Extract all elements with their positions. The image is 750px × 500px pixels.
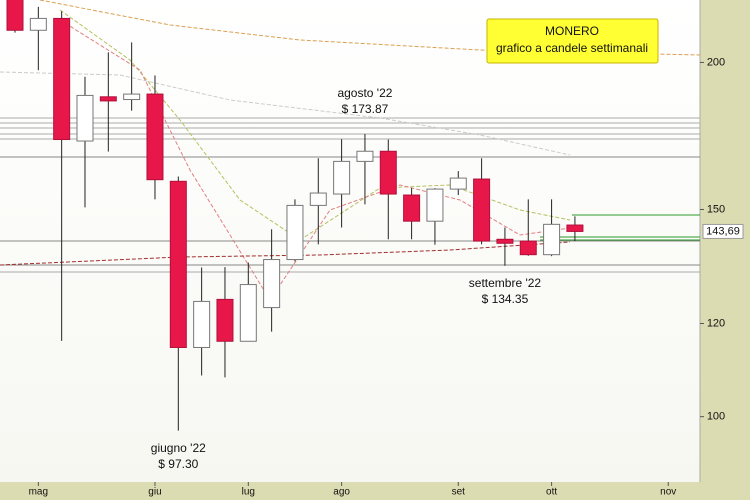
candle-body bbox=[426, 188, 444, 222]
candle-body bbox=[449, 177, 467, 190]
candle-body bbox=[29, 17, 47, 31]
annotation-value: $ 97.30 bbox=[158, 457, 198, 471]
green-levels bbox=[540, 214, 700, 241]
last-price-label: 143,69 bbox=[706, 225, 740, 237]
chart-subtitle: grafico a candele settimanali bbox=[496, 41, 648, 55]
annotation-value: $ 173.87 bbox=[342, 102, 389, 116]
candle-body bbox=[99, 96, 117, 102]
candle-body bbox=[566, 224, 584, 232]
chart-title: MONERO bbox=[545, 24, 599, 38]
x-tick-label: ago bbox=[333, 487, 350, 498]
candle-body bbox=[333, 160, 351, 195]
moving-average bbox=[59, 19, 571, 301]
x-tick-label: nov bbox=[660, 487, 676, 498]
x-tick-label: lug bbox=[242, 487, 255, 498]
candle-body bbox=[123, 93, 141, 101]
candle-body bbox=[263, 259, 281, 309]
candle-body bbox=[53, 17, 71, 141]
candle-body bbox=[309, 192, 327, 206]
x-tick-label: set bbox=[452, 487, 466, 498]
moving-average bbox=[0, 241, 571, 266]
y-tick-label: 120 bbox=[707, 317, 725, 329]
candle-body bbox=[193, 300, 211, 348]
x-axis-panel bbox=[0, 482, 700, 500]
candle-body bbox=[496, 238, 514, 244]
annotation-value: $ 134.35 bbox=[482, 292, 529, 306]
y-tick-label: 150 bbox=[707, 203, 725, 215]
x-tick-label: mag bbox=[29, 487, 48, 498]
x-tick-label: ott bbox=[546, 487, 557, 498]
x-tick-label: giu bbox=[148, 487, 161, 498]
candle-body bbox=[76, 94, 94, 142]
candle-body bbox=[169, 180, 187, 348]
y-tick-label: 200 bbox=[707, 56, 725, 68]
candle-body bbox=[403, 194, 421, 222]
title-box bbox=[486, 18, 659, 64]
candle-body bbox=[356, 150, 374, 162]
y-axis-panel bbox=[700, 0, 750, 500]
candle-body bbox=[239, 284, 257, 342]
candle-body bbox=[543, 223, 561, 256]
annotation-title: settembre '22 bbox=[469, 276, 542, 290]
candle-body bbox=[6, 0, 24, 31]
candle-body bbox=[379, 150, 397, 195]
candle-body bbox=[146, 93, 164, 181]
annotation-title: agosto '22 bbox=[337, 86, 392, 100]
last-price-box bbox=[702, 223, 744, 239]
annotation-title: giugno '22 bbox=[151, 441, 206, 455]
candle-body bbox=[286, 204, 304, 261]
moving-average bbox=[0, 71, 571, 156]
candle-body bbox=[519, 240, 537, 256]
levels bbox=[0, 117, 700, 273]
candle-body bbox=[216, 298, 234, 342]
candle-body bbox=[473, 178, 491, 242]
y-tick-label: 100 bbox=[707, 411, 725, 423]
